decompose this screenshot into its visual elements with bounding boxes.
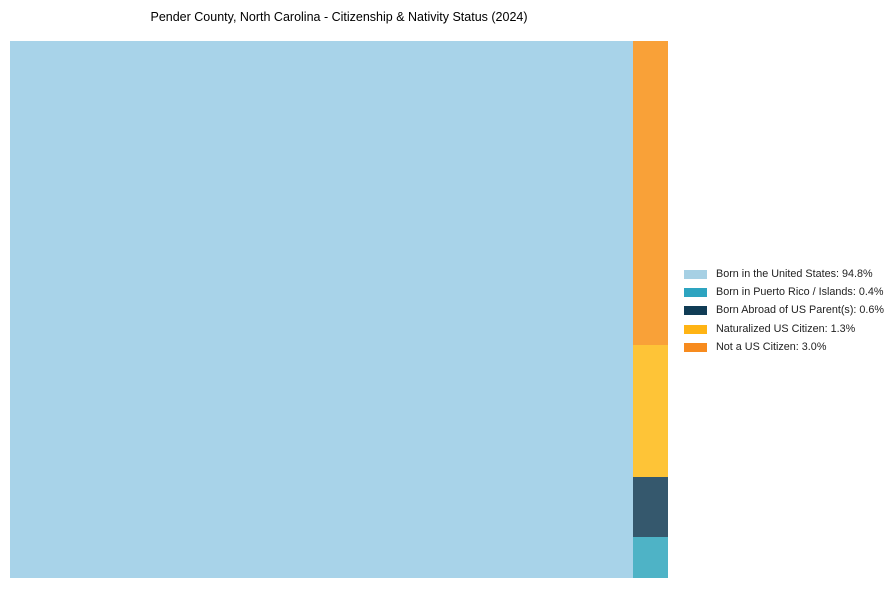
legend-swatch-born-abroad-of-us-parent-s	[684, 306, 707, 316]
chart-title: Pender County, North Carolina - Citizens…	[150, 10, 528, 24]
legend-label: Born Abroad of US Parent(s): 0.6%	[716, 304, 885, 317]
legend-item-not-a-us-citizen: Not a US Citizen: 3.0%	[684, 338, 884, 356]
legend-item-born-abroad-of-us-parent-s: Born Abroad of US Parent(s): 0.6%	[684, 302, 884, 320]
legend-label: Born in the United States: 94.8%	[716, 267, 873, 280]
legend-label: Born in Puerto Rico / Islands: 0.4%	[716, 285, 884, 298]
legend: Born in the United States: 94.8% Born in …	[684, 265, 884, 356]
treemap-tile-born-in-the-united-states	[10, 41, 634, 578]
legend-label: Not a US Citizen: 3.0%	[716, 340, 827, 353]
treemap-tile-born-abroad-of-us-parent-s	[633, 476, 668, 538]
treemap	[10, 41, 668, 578]
treemap-tile-naturalized-us-citizen	[633, 344, 668, 477]
treemap-tile-not-a-us-citizen	[633, 41, 668, 345]
legend-swatch-born-in-puerto-rico-islands	[684, 287, 707, 297]
legend-swatch-born-in-the-united-states	[684, 269, 707, 279]
legend-swatch-naturalized-us-citizen	[684, 324, 707, 334]
treemap-tile-born-in-puerto-rico-islands	[633, 537, 668, 578]
legend-item-born-in-puerto-rico-islands: Born in Puerto Rico / Islands: 0.4%	[684, 283, 884, 301]
legend-swatch-not-a-us-citizen	[684, 342, 707, 352]
legend-item-naturalized-us-citizen: Naturalized US Citizen: 1.3%	[684, 320, 884, 338]
legend-item-born-in-the-united-states: Born in the United States: 94.8%	[684, 265, 884, 283]
legend-label: Naturalized US Citizen: 1.3%	[716, 322, 856, 335]
